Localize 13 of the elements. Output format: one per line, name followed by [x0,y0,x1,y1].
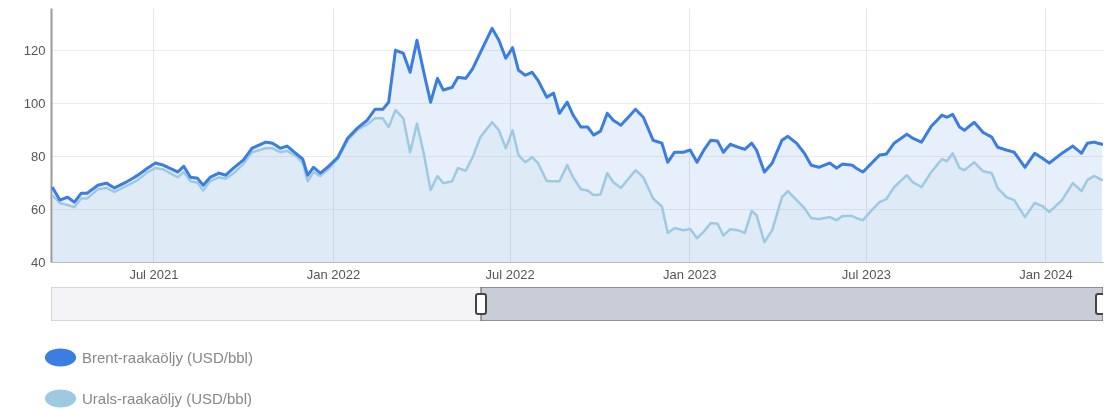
y-tick-label: 40 [31,254,46,270]
y-tick-label: 60 [31,201,46,217]
y-tick-label: 100 [23,95,46,111]
legend-label: Brent-raakaöljy (USD/bbl) [82,348,253,366]
legend-label: Urals-raakaöljy (USD/bbl) [82,389,253,407]
x-tick-label: Jul 2023 [841,266,891,282]
x-tick-label: Jan 2023 [662,266,717,282]
x-tick-label: Jul 2022 [485,266,535,282]
x-tick-label: Jan 2022 [306,266,361,282]
x-tick-label: Jan 2024 [1019,266,1073,282]
y-tick-label: 80 [31,148,46,164]
x-tick-label: Jul 2021 [129,266,179,282]
y-tick-label: 120 [23,42,46,58]
